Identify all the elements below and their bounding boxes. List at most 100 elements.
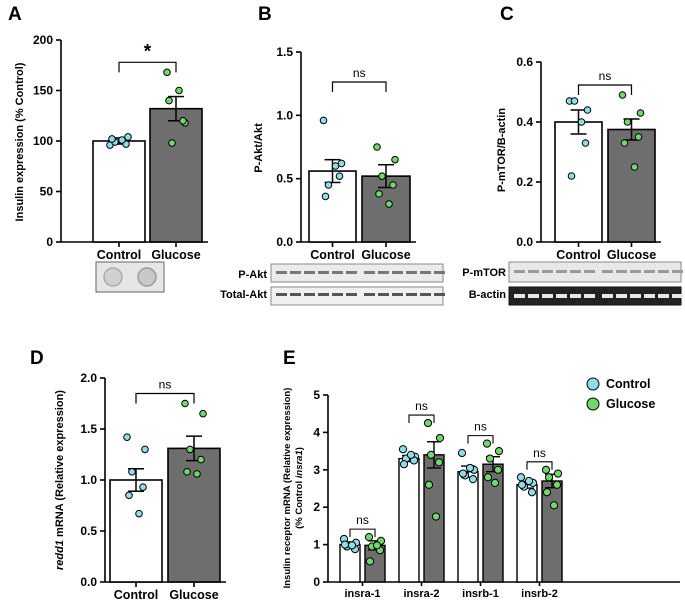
y-tick-label: 0.5 [80, 524, 97, 538]
data-point [108, 135, 116, 143]
bar-control-insrb-1 [457, 470, 479, 583]
blot-band [434, 293, 445, 296]
blot-band [672, 270, 683, 273]
blot-band [514, 294, 525, 298]
significance-bracket [577, 84, 633, 95]
panel-b-bands [276, 271, 445, 296]
panel-e-ylabel-line2: (% Control insra1) [294, 447, 305, 529]
data-point [636, 109, 645, 117]
panel-b-blot-label-0: P-Akt [238, 269, 267, 281]
y-tick-label: 2.0 [80, 371, 97, 385]
data-point [372, 541, 382, 550]
data-point [321, 192, 330, 201]
panel-c-blot-label-0: P-mTOR [462, 267, 506, 279]
panel-b-label: B [258, 4, 272, 25]
data-point [524, 476, 534, 486]
data-point [424, 480, 434, 489]
y-tick-label: 0 [313, 575, 320, 589]
y-tick-label: 50 [40, 185, 54, 199]
blot-band [420, 271, 431, 274]
significance-bracket [135, 392, 195, 404]
blot-band [434, 271, 445, 274]
data-point [426, 450, 436, 459]
bar-control [554, 121, 603, 243]
blot-band [602, 270, 613, 273]
data-point [125, 491, 133, 500]
blot-band [420, 293, 431, 296]
x-tick-label: Control [556, 248, 600, 262]
data-point [179, 117, 187, 125]
panel-c-plot: 0.0 0.2 0.4 0.6 Control Glucose ns [516, 55, 661, 262]
data-point [139, 483, 147, 491]
y-tick-label: 0.4 [516, 115, 533, 129]
panel-e-ylabel2-prefix: (% Control [294, 478, 305, 529]
y-tick-label: 1.0 [80, 473, 97, 487]
data-point [577, 118, 586, 126]
panel-c-blot-images [508, 261, 683, 306]
blot-band [276, 293, 287, 296]
bar-control [109, 479, 163, 583]
data-point [364, 533, 374, 542]
data-point [485, 454, 495, 463]
y-tick-label: 0.0 [276, 235, 293, 249]
blot-band [616, 270, 627, 273]
panel-c-bands [514, 270, 683, 298]
data-point [324, 181, 333, 189]
panel-d-ylabel: redd1 mRNA (Relative expression) [54, 390, 66, 570]
data-point [168, 139, 176, 147]
blot-band [364, 271, 375, 274]
data-point [385, 200, 393, 208]
significance-label: ns [415, 399, 428, 413]
blot-band [378, 293, 389, 296]
data-point [541, 465, 551, 474]
blot-band [630, 294, 641, 298]
blot-band [542, 270, 553, 273]
panel-c-blot-label-1: B-actin [469, 289, 507, 301]
data-point [378, 172, 386, 180]
data-point [373, 143, 381, 151]
blot-band [672, 294, 683, 298]
panel-a-dot-blot [95, 261, 165, 293]
y-tick-label: 100 [33, 134, 53, 148]
y-tick-label: 0.5 [276, 172, 293, 186]
panel-d-plot: 0.0 0.5 1.0 1.5 2.0 Control Glucose ns [80, 371, 226, 602]
x-tick-label: insra-2 [403, 588, 439, 600]
data-point [375, 190, 383, 198]
blot-band [570, 270, 581, 273]
y-tick-label: 1.5 [276, 45, 293, 59]
significance-label: * [144, 41, 152, 62]
data-point [135, 509, 143, 518]
panel-d-ylabel-rest: mRNA (Relative expression) [54, 390, 66, 540]
data-point [118, 136, 126, 144]
data-point [493, 465, 503, 474]
significance-label: ns [353, 66, 366, 80]
panel-a-plot: 0 50 100 150 200 Control Glucose * [33, 33, 208, 262]
data-point [389, 181, 397, 189]
panel-c-ylabel: P-mTOR/B-actin [496, 108, 508, 192]
data-point [458, 469, 468, 478]
data-point [549, 501, 559, 510]
panel-e-ylabel: Insulin receptor mRNA (Relative expressi… [282, 388, 293, 589]
data-point [197, 455, 205, 464]
significance-bracket [467, 435, 494, 444]
blot-band [392, 293, 403, 296]
blot-band [392, 271, 403, 274]
panel-b-ylabel: P-Akt/Akt [253, 123, 265, 173]
data-point [527, 488, 537, 497]
panel-d-label: D [30, 348, 44, 369]
bar-glucose [607, 128, 656, 243]
blot-band [584, 270, 595, 273]
blot-band [378, 271, 389, 274]
data-point [406, 450, 416, 459]
y-tick-label: 0.6 [516, 55, 533, 69]
data-point [398, 445, 408, 454]
data-point [347, 541, 357, 550]
blot-band [556, 270, 567, 273]
blot-band [346, 293, 357, 296]
bar-control-insra-2 [398, 457, 420, 583]
blot-band [630, 270, 641, 273]
y-tick-label: 1.0 [276, 108, 293, 122]
panel-e-ylabel2-suffix: ) [294, 447, 305, 450]
data-point [490, 478, 500, 487]
